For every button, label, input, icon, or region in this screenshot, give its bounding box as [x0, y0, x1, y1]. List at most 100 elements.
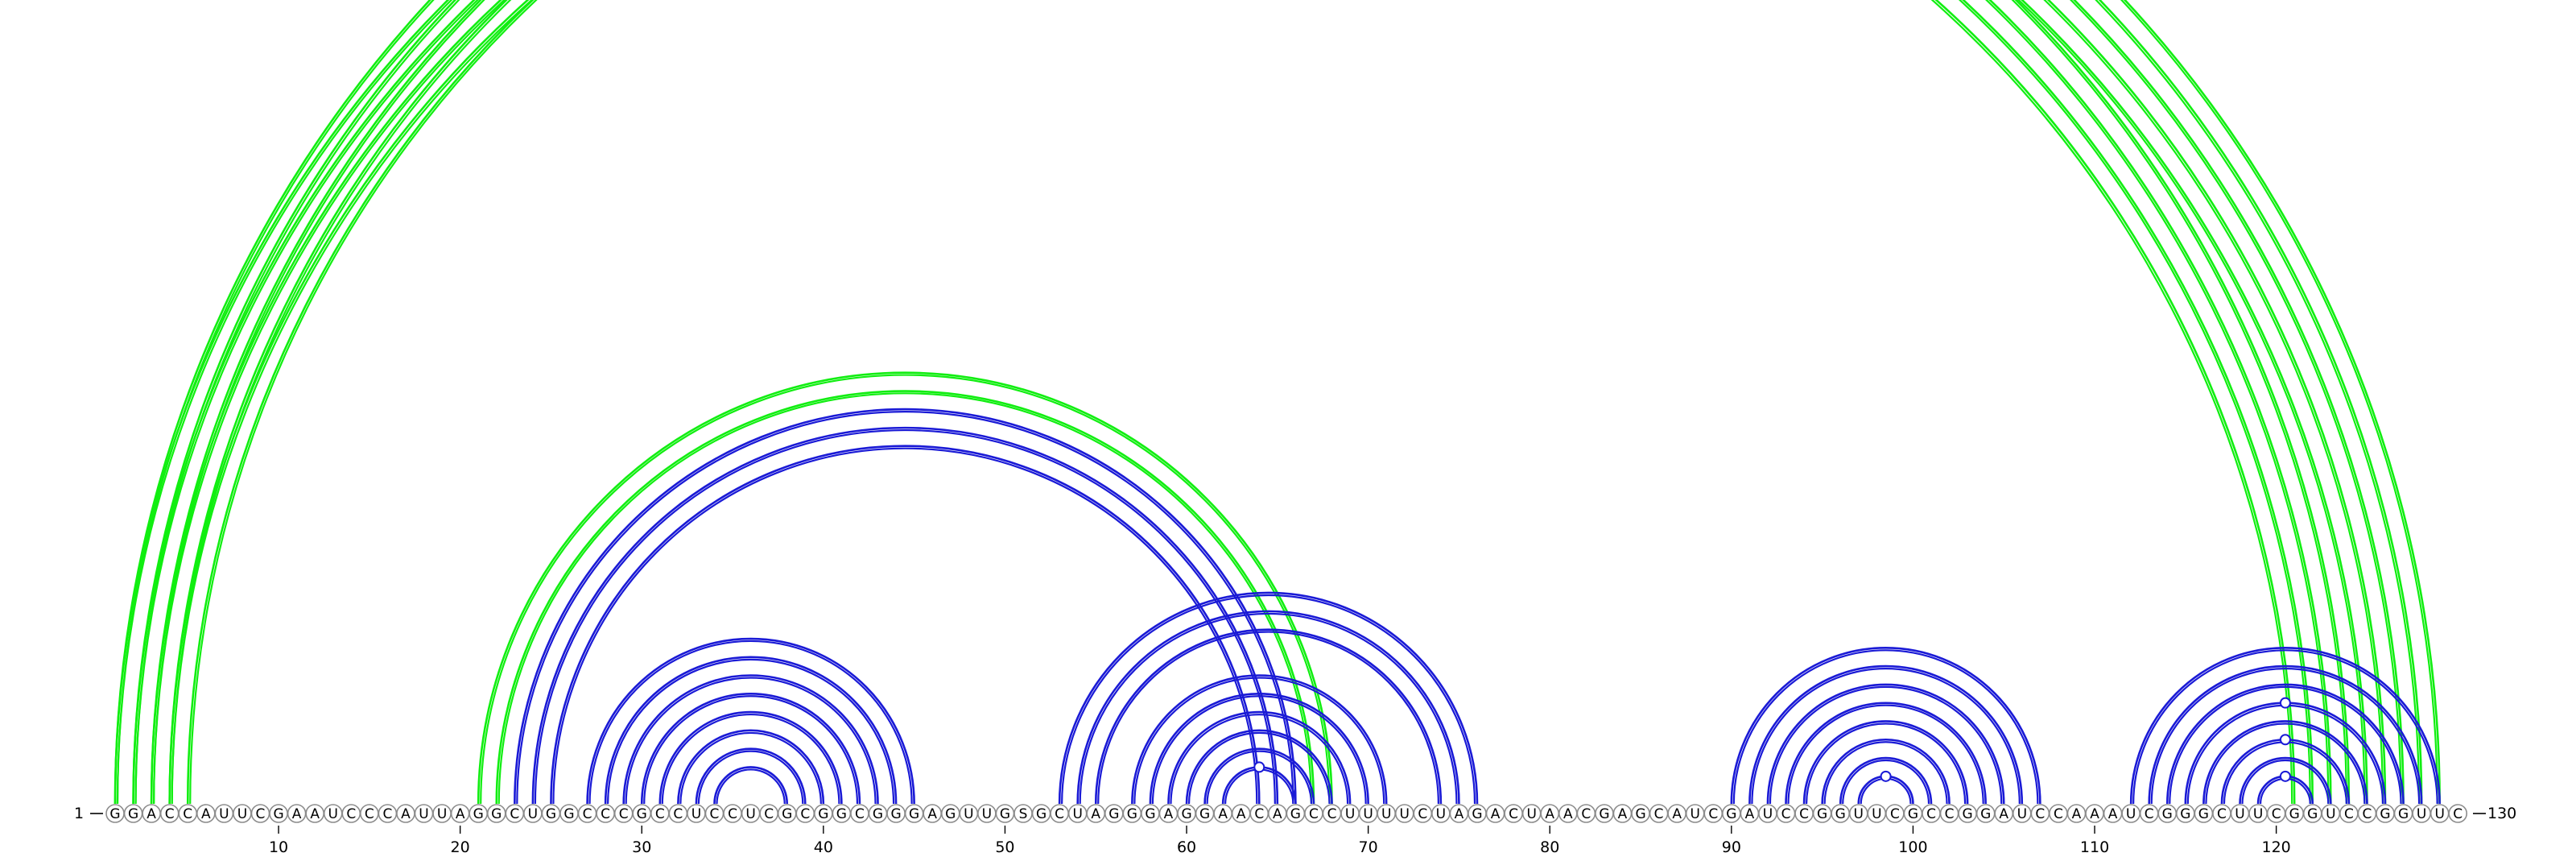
nucleotide-letter: C	[1926, 806, 1936, 822]
nucleotide-letter: U	[1854, 806, 1864, 822]
nucleotide-111: A	[2103, 804, 2123, 823]
nucleotide-18: U	[414, 804, 434, 823]
nucleotide-70: U	[1358, 804, 1378, 823]
arc-32-40	[677, 729, 825, 805]
nucleotide-55: A	[1086, 804, 1106, 823]
nucleotide-84: A	[1612, 804, 1633, 823]
nucleotide-letter: U	[1400, 806, 1410, 822]
arc-inner-96-101	[1842, 759, 1930, 805]
arc-25-64	[550, 445, 1261, 805]
tick-layer: 10 20 30 40 50 60 70 80 90 100 110 120	[269, 826, 2291, 856]
nucleotide-20: A	[450, 804, 470, 823]
nucleotide-letter: C	[183, 806, 192, 822]
nucleotide-27: C	[577, 804, 597, 823]
nucleotide-49: U	[977, 804, 997, 823]
nucleotide-118: U	[2230, 804, 2250, 823]
nucleotide-29: C	[613, 804, 634, 823]
nucleotide-92: U	[1758, 804, 1777, 823]
nucleotide-letter: A	[1273, 806, 1282, 822]
arc-5-125	[186, 0, 2368, 805]
arc-inner-2-123	[134, 0, 2330, 805]
nucleotide-letter: C	[256, 806, 266, 822]
nucleotide-letter: C	[1418, 806, 1427, 822]
nucleotide-124: C	[2339, 804, 2359, 823]
nucleotide-letter: C	[1309, 806, 1319, 822]
nucleotide-letter: U	[1381, 806, 1391, 822]
nucleotide-letter: U	[437, 806, 447, 822]
arc-inner-112-129	[2132, 649, 2438, 805]
nucleotide-17: A	[396, 804, 415, 823]
nucleotide-letter: G	[836, 806, 847, 822]
nucleotide-letter: U	[1345, 806, 1355, 822]
arc-23-66	[514, 408, 1297, 805]
nucleotide-1: G	[105, 804, 125, 823]
nucleotide-13: U	[323, 804, 343, 823]
nucleotide-95: G	[1812, 804, 1832, 823]
arc-inner-5-125	[189, 0, 2366, 805]
nucleotide-letter: C	[2217, 806, 2227, 822]
nucleotide-letter: G	[2307, 806, 2318, 822]
arc-inner-57-71	[1133, 677, 1385, 805]
nucleotide-letter: C	[2035, 806, 2045, 822]
nucleotide-letter: U	[2235, 806, 2244, 822]
nucleotide-19: U	[432, 804, 452, 823]
nucleotide-78: C	[1504, 804, 1523, 823]
nucleotide-letter: G	[1599, 806, 1609, 822]
nucleotide-letter: U	[237, 806, 247, 822]
arc-2-123	[132, 0, 2332, 805]
nucleotide-44: G	[886, 804, 906, 823]
nucleotide-123: U	[2321, 804, 2341, 823]
nucleotide-letter: U	[419, 806, 428, 822]
nucleotide-letter: G	[1726, 806, 1736, 822]
nucleotide-letter: C	[1799, 806, 1809, 822]
nucleotide-letter: G	[1835, 806, 1846, 822]
nucleotide-93: C	[1776, 804, 1796, 823]
nucleotide-letter: G	[2289, 806, 2300, 822]
arc-inner-59-69	[1170, 713, 1349, 805]
arc-inner-90-107	[1732, 649, 2039, 805]
arc-91-106	[1748, 664, 2024, 805]
arc-inner-29-43	[625, 677, 877, 805]
arc-inner-25-64	[552, 447, 1258, 805]
arc-inner-23-66	[516, 411, 1294, 805]
nucleotide-107: C	[2030, 804, 2050, 823]
tick-label-30: 30	[632, 838, 651, 856]
nucleotide-letter: C	[1055, 806, 1064, 822]
nucleotide-104: G	[1975, 804, 1996, 823]
arc-118-123	[2239, 756, 2332, 805]
nucleotide-81: A	[1558, 804, 1578, 823]
arc-inner-22-67	[497, 392, 1313, 805]
nucleotide-letter: U	[2253, 806, 2263, 822]
nucleotide-72: U	[1394, 804, 1414, 823]
tick-label-10: 10	[269, 838, 288, 856]
nucleotide-letter: U	[1072, 806, 1082, 822]
tick-label-80: 80	[1540, 838, 1559, 856]
arc-90-107	[1730, 647, 2041, 805]
nucleotide-59: A	[1158, 804, 1179, 823]
arc-94-103	[1802, 720, 1969, 805]
nucleotide-91: A	[1740, 804, 1760, 823]
start-label: 1	[74, 805, 84, 822]
arc-inner-4-121	[171, 0, 2293, 805]
arcs-layer	[114, 0, 2441, 805]
arc-115-126	[2184, 702, 2387, 805]
nucleotide-letter: C	[2453, 806, 2462, 822]
nucleotide-112: U	[2121, 804, 2140, 823]
nucleotide-68: C	[1322, 804, 1342, 823]
nucleotide-26: G	[559, 804, 579, 823]
nucleotide-letter: C	[583, 806, 592, 822]
nucleotide-letter: C	[655, 806, 665, 822]
end-label: 130	[2487, 805, 2516, 822]
nucleotide-47: G	[940, 804, 960, 823]
nucleotide-letter: C	[2363, 806, 2372, 822]
nucleotide-letter: C	[1327, 806, 1337, 822]
nucleotide-96: G	[1831, 804, 1850, 823]
nucleotide-letter: A	[401, 806, 411, 822]
nucleotide-letter: G	[473, 806, 484, 822]
nucleotide-51: S	[1013, 804, 1033, 823]
nucleotide-letter: G	[782, 806, 792, 822]
nucleotide-letter: A	[147, 806, 156, 822]
nucleotide-75: A	[1449, 804, 1469, 823]
arc-114-127	[2165, 683, 2405, 805]
nucleotide-letter: G	[890, 806, 901, 822]
